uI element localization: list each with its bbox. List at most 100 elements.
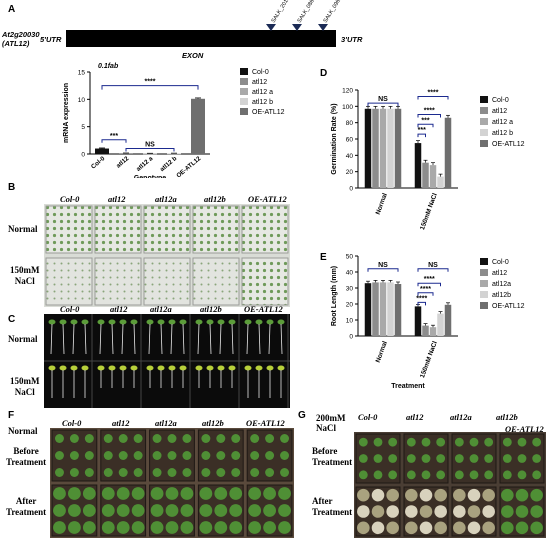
sig-mutants-label: NS [145,142,155,149]
plant-rosette [103,434,113,443]
plant-rosette [53,487,66,500]
y-tick-label: 80 [346,120,354,127]
plant-rosette [434,488,447,502]
legend-swatch [240,78,248,85]
plant-rosette [199,487,213,500]
sig-atl12-bracket [417,133,426,138]
sig-atl12b-label: **** [424,276,435,283]
y-tick-label: 20 [346,169,354,176]
panel-f-row-after-line2: Treatment [6,507,47,517]
plant-rosette [453,488,466,502]
plant-rosette [68,504,81,517]
y-tick-label: 40 [346,270,354,277]
sig-atl12a-bracket [417,292,434,296]
seedling-leaf [266,365,274,371]
seedling-leaf [255,365,263,371]
plant-rosette [53,521,66,534]
legend-swatch [480,118,488,125]
plant-rosette [82,521,96,534]
plant-rosette [248,504,262,517]
panel-label-c: C [8,314,16,325]
sig-col0-atl12-label: *** [110,133,118,140]
plant-rosette [152,451,162,460]
seedling-leaf [81,365,89,371]
sig-atl12a-label: **** [420,286,431,293]
y-tick-label: 10 [78,97,86,104]
panel-f-header-col0: Col-0 [62,418,82,428]
panel-b-row-nacl-line1: 150mM [10,265,40,275]
seedling-root [133,323,136,355]
plant-rosette [152,434,162,443]
panel-g-row-after: After Treatment [312,496,352,518]
plant-rosette [388,454,398,463]
insertion-triangle-3 [318,24,328,31]
panel-g-header-atl12: atl12 [406,412,424,422]
seedling-leaf [48,365,56,371]
bar-atl12-1 [422,162,429,188]
gene-name-line2: (ATL12) [2,39,30,48]
plant-rosette [436,470,446,480]
seedling-leaf [179,365,187,371]
plant-rosette [84,451,94,460]
panel-f-row-after-line1: After [15,496,37,506]
sig-atl12-label: *** [418,127,426,134]
plant-rosette [467,521,481,535]
seedling-root [268,323,271,355]
plant-rosette [103,468,113,477]
plant-rosette [484,470,494,480]
sig-atl12a-label: *** [421,117,429,124]
y-tick-label: 0 [349,334,353,341]
sig-oe-label: **** [428,90,439,97]
panel-b-header-atl12a: atl12a [155,194,177,204]
plant-rosette [216,468,226,477]
seedling-root [148,323,151,355]
plant-rosette [116,504,130,517]
plant-rosette [214,521,228,534]
legend-entry: atl12 b [492,130,513,137]
seedling-leaf [277,319,285,325]
bar-col-0-1 [414,143,422,188]
plant-rosette [386,488,399,502]
plant-rosette [515,521,529,535]
plant-rosette [280,434,290,443]
plant-rosette [530,521,543,535]
x-tick-label: Normal [375,340,389,364]
plant-rosette [231,468,241,477]
bar-oe-atl12-1 [444,304,452,336]
plant-rosette [278,487,291,500]
seedling-leaf [97,319,105,325]
panel-b-header-atl12b: atl12b [204,194,226,204]
panel-c-header-oe: OE-ATL12 [244,304,283,314]
plant-rosette [373,454,383,463]
sig-atl12-label: **** [416,295,427,302]
bar-atl12-0 [372,282,379,336]
plant-rosette [263,504,276,517]
legend-entry: OE-ATL12 [492,303,525,310]
seedling-root [111,323,114,355]
x-tick-label: atl12 [115,155,131,170]
panel-b-header-oe: OE-ATL12 [248,194,287,204]
plant-rosette [216,451,226,460]
plant-rosette [278,504,291,517]
plant-rosette [469,437,479,447]
panel-g-row-after-line2: Treatment [312,507,353,517]
legend-swatch [480,258,488,265]
seedling-leaf [255,319,263,325]
plant-rosette [250,451,260,460]
plant-rosette [229,521,243,534]
bar-oe-atl12 [191,98,205,154]
legend-entry: OE-ATL12 [492,141,525,148]
plant-rosette [103,451,113,460]
bar-col-0 [95,148,109,154]
plant-rosette [357,505,370,518]
plant-rosette [165,521,179,534]
plant-rosette [517,454,527,463]
sig-col0-oe-label: **** [145,79,156,86]
sig-col0-oe-bracket [101,85,199,90]
plant-rosette [182,468,192,477]
panel-b-header-col0: Col-0 [60,194,80,204]
plant-rosette [358,437,368,447]
plant-rosette [386,521,399,535]
chart-a-annotation: 0.1fab [98,63,119,70]
